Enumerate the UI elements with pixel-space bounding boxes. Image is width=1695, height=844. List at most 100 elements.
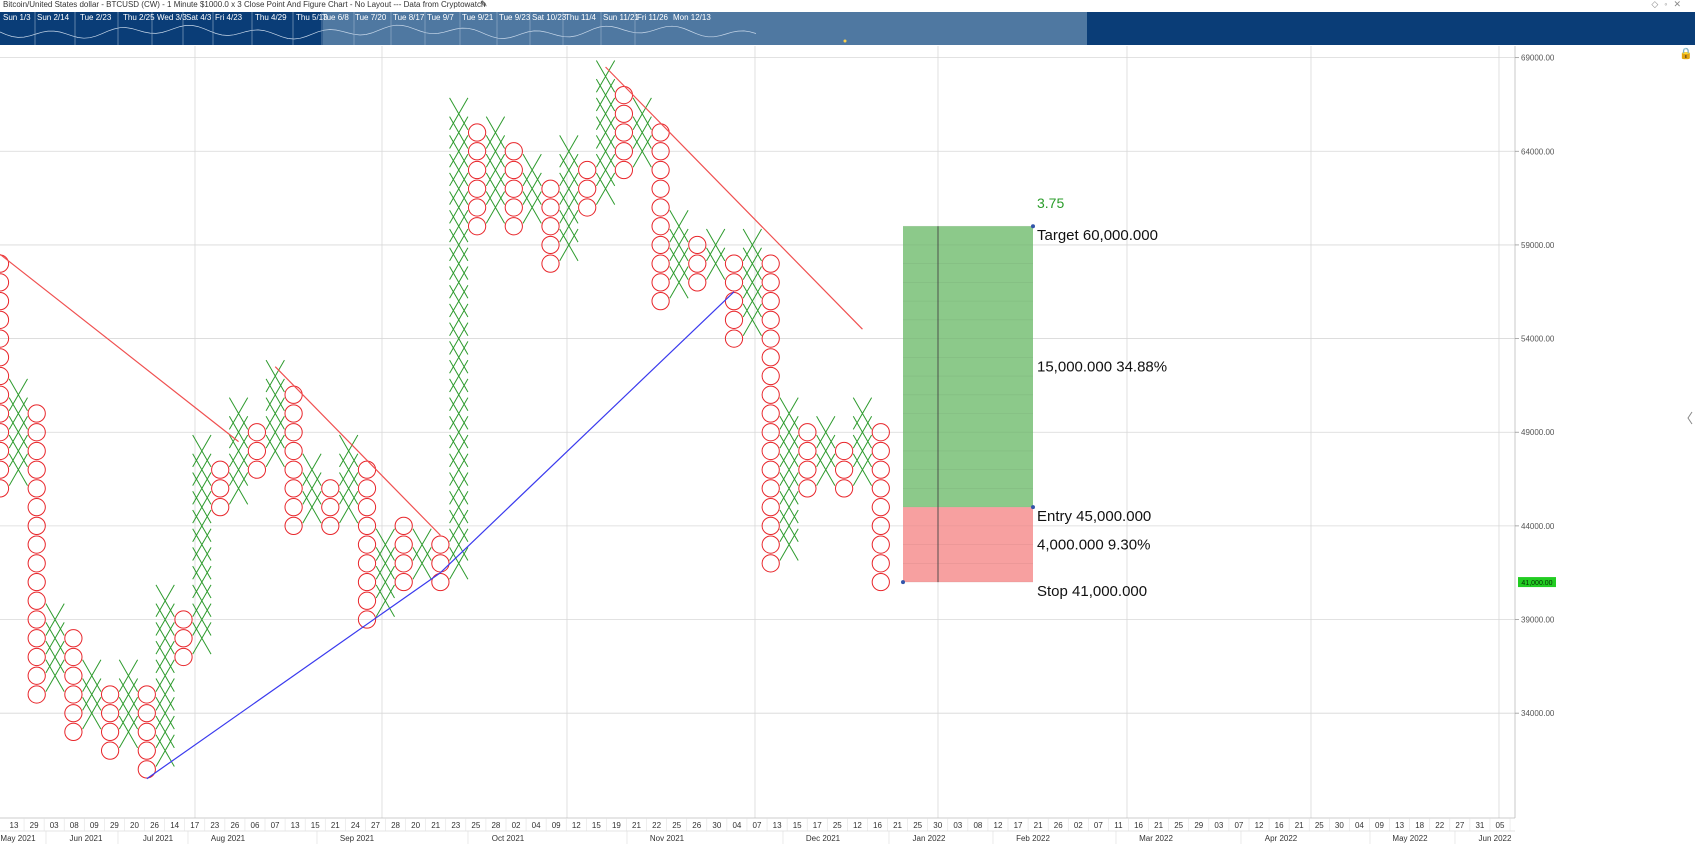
target-zone bbox=[903, 226, 1033, 508]
o-box bbox=[578, 198, 597, 217]
x-box bbox=[82, 678, 102, 711]
x-box bbox=[265, 359, 285, 393]
x-box bbox=[595, 135, 616, 168]
o-box bbox=[761, 404, 780, 423]
x-tick-label: 22 bbox=[652, 821, 661, 830]
resistance-line bbox=[274, 366, 441, 536]
o-box bbox=[798, 423, 817, 442]
y-tick-label: 49000.00 bbox=[1521, 428, 1555, 437]
x-tick-label: 03 bbox=[953, 821, 962, 830]
x-tick-label: 29 bbox=[110, 821, 119, 830]
o-box bbox=[504, 198, 523, 217]
x-tick-label: 30 bbox=[1335, 821, 1344, 830]
x-box bbox=[779, 490, 799, 524]
o-box bbox=[27, 423, 46, 442]
navigator-sparkline bbox=[0, 12, 847, 45]
o-box bbox=[651, 142, 670, 161]
x-tick-label: 12 bbox=[994, 821, 1003, 830]
grid bbox=[0, 46, 1515, 818]
o-box bbox=[651, 292, 670, 311]
o-box bbox=[688, 235, 707, 255]
o-box bbox=[64, 685, 83, 704]
navigator-date-label: Tue 6/8 bbox=[322, 13, 349, 22]
y-tick-label: 69000.00 bbox=[1521, 54, 1555, 63]
x-box bbox=[8, 416, 28, 449]
o-box bbox=[137, 704, 156, 723]
navigator-date-label: Fri 4/23 bbox=[215, 13, 243, 22]
x-month-label: Aug 2021 bbox=[211, 834, 246, 843]
o-box bbox=[357, 572, 377, 592]
o-box bbox=[357, 479, 377, 498]
x-box bbox=[669, 228, 689, 262]
x-box bbox=[779, 509, 799, 543]
o-box bbox=[761, 441, 780, 461]
x-tick-label: 20 bbox=[130, 821, 139, 830]
o-box bbox=[467, 160, 487, 180]
x-month-label: Sep 2021 bbox=[340, 834, 375, 843]
o-box bbox=[761, 498, 780, 517]
x-box bbox=[155, 622, 175, 655]
o-box bbox=[541, 235, 560, 255]
o-box bbox=[761, 423, 780, 442]
x-box bbox=[412, 528, 432, 561]
navigator-window[interactable] bbox=[323, 12, 1087, 45]
o-box bbox=[0, 460, 10, 479]
o-box bbox=[761, 273, 780, 292]
x-box bbox=[449, 266, 469, 299]
o-box bbox=[284, 460, 303, 479]
x-box bbox=[265, 397, 285, 430]
o-box bbox=[761, 479, 780, 498]
x-box bbox=[559, 228, 579, 262]
window-controls-icon[interactable]: ◇◦✕ bbox=[1651, 0, 1687, 9]
x-box bbox=[742, 266, 762, 299]
x-tick-label: 17 bbox=[1014, 821, 1023, 830]
o-box bbox=[614, 142, 634, 161]
x-tick-label: 17 bbox=[813, 821, 822, 830]
o-box bbox=[871, 498, 890, 517]
x-box bbox=[595, 153, 616, 187]
x-box bbox=[8, 397, 28, 430]
o-box bbox=[27, 610, 46, 629]
o-box bbox=[467, 217, 487, 236]
o-box bbox=[357, 516, 377, 535]
x-box bbox=[485, 172, 506, 205]
navigator-date-label: Tue 9/21 bbox=[462, 13, 494, 22]
x-box bbox=[669, 266, 689, 299]
x-box bbox=[118, 678, 139, 711]
x-box bbox=[559, 135, 579, 168]
x-box bbox=[228, 416, 249, 449]
side-expand-icon bbox=[1687, 411, 1693, 425]
x-tick-label: 04 bbox=[732, 821, 741, 830]
x-box bbox=[449, 416, 469, 449]
x-box bbox=[706, 247, 726, 280]
o-box bbox=[871, 423, 890, 442]
x-tick-label: 25 bbox=[1315, 821, 1324, 830]
o-box bbox=[724, 273, 744, 292]
x-box bbox=[228, 453, 249, 486]
lock-icon[interactable]: 🔒 bbox=[1679, 48, 1693, 60]
x-box bbox=[375, 584, 395, 617]
x-month-label: Jun 2021 bbox=[70, 834, 103, 843]
x-box bbox=[449, 490, 469, 524]
x-month-label: Mar 2022 bbox=[1139, 834, 1173, 843]
x-box bbox=[192, 528, 212, 561]
o-box bbox=[27, 554, 46, 573]
y-tick-label: 54000.00 bbox=[1521, 335, 1555, 344]
x-box bbox=[779, 434, 799, 468]
o-box bbox=[321, 479, 340, 498]
navigator-date-label: Tue 8/17 bbox=[393, 13, 425, 22]
x-tick-label: 04 bbox=[532, 821, 541, 830]
x-tick-label: 28 bbox=[491, 821, 500, 830]
o-box bbox=[211, 498, 230, 517]
x-box bbox=[559, 210, 579, 243]
x-tick-label: 15 bbox=[311, 821, 320, 830]
x-month-label: May 2022 bbox=[1392, 834, 1428, 843]
x-box bbox=[449, 247, 469, 280]
x-box bbox=[45, 622, 65, 655]
pencil-icon[interactable]: ✎ bbox=[480, 0, 488, 9]
x-tick-label: 04 bbox=[1355, 821, 1364, 830]
last-price-label: 41,000.00 bbox=[1521, 580, 1552, 587]
o-box bbox=[541, 198, 560, 217]
x-box bbox=[118, 697, 139, 730]
